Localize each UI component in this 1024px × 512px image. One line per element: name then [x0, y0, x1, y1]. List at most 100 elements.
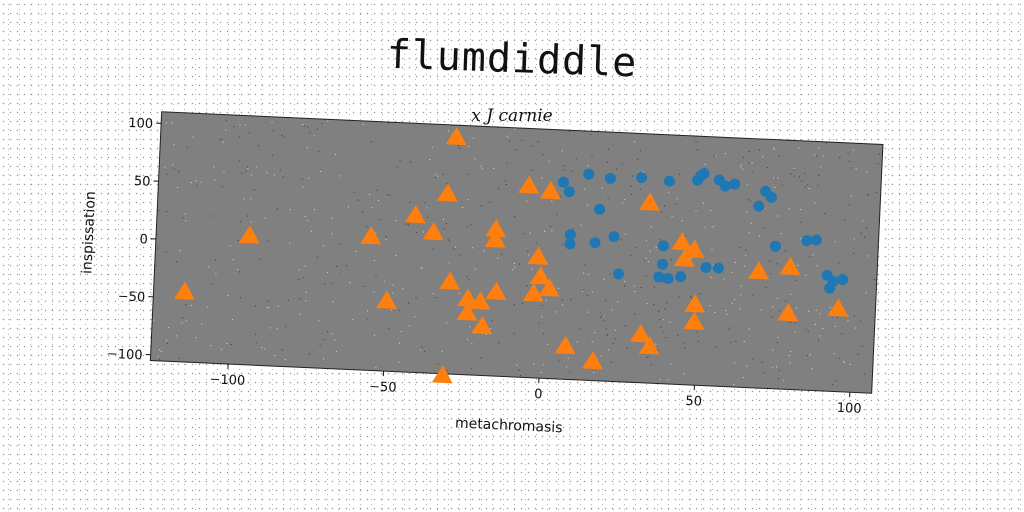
noise-speck: [825, 142, 827, 144]
noise-speck: [466, 276, 468, 278]
noise-speck: [266, 306, 268, 308]
noise-speck: [431, 146, 433, 148]
noise-speck: [226, 119, 228, 121]
noise-speck: [548, 160, 550, 162]
noise-speck: [327, 271, 329, 273]
noise-speck: [215, 273, 217, 275]
noise-speck: [742, 376, 744, 378]
blue-circle-point: [653, 271, 665, 283]
noise-speck: [630, 255, 632, 257]
noise-speck: [443, 228, 445, 230]
noise-speck: [468, 278, 470, 280]
noise-speck: [605, 328, 607, 330]
noise-speck: [480, 357, 482, 359]
noise-speck: [760, 309, 762, 311]
noise-speck: [514, 266, 516, 268]
noise-speck: [474, 268, 476, 270]
noise-speck: [842, 360, 844, 362]
orange-triangle-point: [238, 225, 260, 244]
noise-speck: [281, 134, 283, 136]
x-tick-label: 50: [685, 394, 702, 410]
noise-speck: [316, 128, 318, 130]
noise-speck: [467, 173, 469, 175]
noise-speck: [668, 191, 670, 193]
noise-speck: [800, 209, 802, 211]
orange-triangle-point: [748, 261, 769, 280]
noise-speck: [696, 149, 699, 151]
noise-speck: [567, 357, 569, 359]
noise-speck: [790, 173, 792, 175]
blue-circle-point: [766, 191, 778, 203]
noise-speck: [568, 131, 570, 133]
noise-speck: [308, 177, 310, 179]
noise-speck: [776, 342, 778, 344]
noise-speck: [305, 300, 307, 302]
noise-speck: [211, 283, 213, 285]
noise-speck: [448, 240, 450, 242]
blue-circle-point: [657, 258, 669, 270]
noise-speck: [806, 354, 808, 357]
noise-speck: [657, 349, 659, 351]
noise-speck: [285, 326, 287, 328]
noise-speck: [179, 250, 181, 252]
noise-speck: [304, 265, 306, 267]
noise-speck: [867, 194, 869, 196]
noise-speck: [289, 242, 291, 244]
noise-speck: [646, 303, 648, 305]
noise-speck: [811, 368, 813, 370]
noise-speck: [644, 259, 646, 261]
noise-speck: [776, 215, 778, 217]
noise-speck: [878, 153, 880, 155]
noise-speck: [726, 313, 728, 316]
noise-speck: [398, 309, 400, 311]
orange-triangle-point: [471, 315, 493, 335]
noise-speck: [190, 182, 192, 184]
noise-speck: [383, 280, 385, 282]
noise-speck: [408, 325, 410, 327]
noise-speck: [798, 147, 800, 149]
noise-speck: [865, 292, 867, 294]
noise-speck: [801, 180, 803, 182]
noise-speck: [498, 342, 500, 344]
noise-speck: [839, 358, 841, 360]
noise-speck: [607, 334, 609, 336]
noise-speck: [172, 164, 174, 166]
noise-speck: [210, 345, 212, 347]
noise-speck: [385, 236, 387, 238]
noise-speck: [862, 220, 864, 222]
noise-speck: [435, 173, 437, 175]
orange-triangle-point: [360, 226, 382, 245]
noise-speck: [866, 227, 868, 229]
noise-speck: [725, 310, 727, 312]
noise-speck: [848, 204, 850, 206]
noise-speck: [184, 213, 186, 215]
noise-speck: [853, 238, 855, 240]
noise-speck: [713, 225, 715, 227]
noise-speck: [542, 154, 544, 156]
noise-speck: [584, 264, 586, 266]
noise-speck: [497, 127, 499, 129]
noise-speck: [740, 294, 742, 296]
noise-speck: [586, 204, 589, 206]
noise-speck: [185, 319, 187, 321]
noise-speck: [876, 191, 878, 193]
noise-speck: [593, 371, 595, 373]
noise-speck: [289, 208, 291, 211]
noise-speck: [340, 175, 342, 177]
noise-speck: [551, 200, 553, 202]
noise-speck: [388, 328, 390, 330]
noise-speck: [497, 257, 499, 259]
noise-speck: [221, 186, 223, 188]
noise-speck: [230, 343, 232, 345]
noise-speck: [233, 126, 235, 128]
noise-speck: [621, 202, 624, 204]
noise-speck: [600, 316, 602, 318]
noise-speck: [421, 346, 423, 348]
noise-speck: [338, 272, 340, 274]
noise-speck: [600, 355, 602, 357]
noise-speck: [809, 256, 811, 258]
blue-circle-point: [636, 172, 648, 184]
noise-speck: [837, 316, 839, 318]
noise-speck: [582, 290, 584, 292]
noise-speck: [283, 136, 285, 138]
